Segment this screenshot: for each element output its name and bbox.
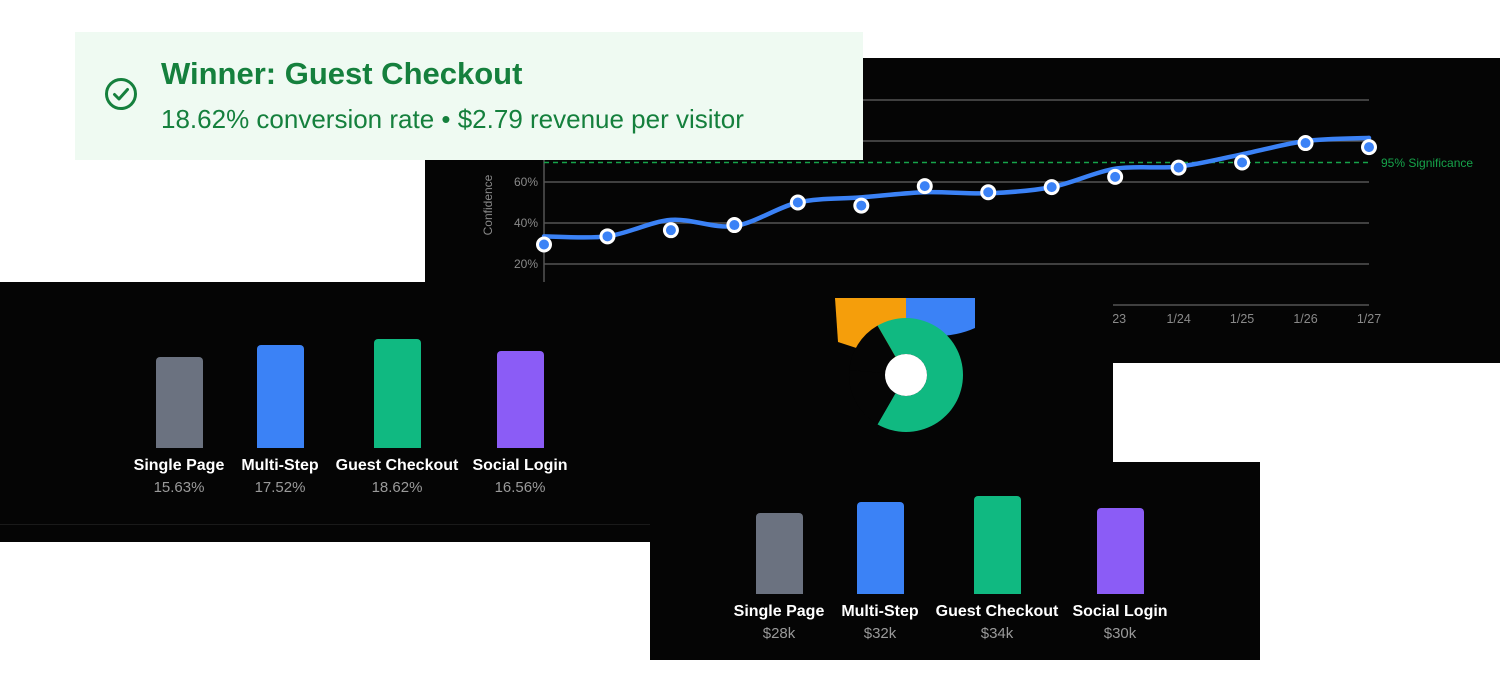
revenue-chart-panel: Single Page $28k Multi-Step $32k Guest Check… (650, 462, 1260, 660)
winner-subtitle: 18.62% conversion rate • $2.79 revenue p… (161, 104, 744, 134)
donut-slice-tablet (849, 325, 896, 374)
device-chart-panel: Mobile 45%Desktop 40%Tablet 15% (713, 298, 1113, 481)
bar-value-label: 15.63% (153, 479, 205, 496)
y-tick-label: 60% (514, 175, 538, 189)
bar (256, 345, 304, 448)
x-tick-label: 1/24 (1166, 312, 1190, 326)
data-point (599, 228, 616, 245)
data-point (980, 184, 997, 201)
data-point (662, 222, 679, 239)
data-point (1234, 154, 1251, 171)
bar (155, 356, 203, 448)
y-axis-label: Confidence (481, 174, 495, 235)
bar-category-label: Social Login (1072, 603, 1168, 620)
bar-category-label: Social Login (472, 457, 568, 474)
winner-title: Winner: Guest Checkout (161, 56, 523, 91)
x-tick-label: 1/25 (1230, 312, 1254, 326)
confidence-line (541, 135, 1372, 240)
device-donut-chart: Mobile 45%Desktop 40%Tablet 15% (752, 298, 1042, 481)
y-tick-label: 20% (514, 257, 538, 271)
bar (856, 501, 904, 594)
check-circle-icon (105, 78, 137, 110)
conversion-chart-panel: Single Page 15.63% Multi-Step 17.52% Guest C… (0, 282, 725, 542)
bar (755, 513, 803, 594)
bar (373, 339, 421, 448)
bar-value-label: $28k (762, 625, 796, 642)
bar-category-label: Multi-Step (841, 603, 919, 620)
data-point (916, 178, 933, 195)
bar-value-label: $34k (980, 625, 1014, 642)
data-point (1107, 168, 1124, 185)
significance-label: 95% Significance (1381, 156, 1473, 170)
winner-banner: Winner: Guest Checkout 18.62% conversion… (75, 32, 863, 160)
data-point (1361, 139, 1377, 156)
x-tick-label: 23 (1112, 312, 1126, 326)
data-point (536, 236, 552, 253)
confidence-line-chart: 20%40%60%Confidence1/141/151/16231/241/2… (481, 58, 1473, 326)
bar-value-label: 18.62% (371, 479, 423, 496)
bar-value-label: $32k (863, 625, 897, 642)
bar-value-label: 16.56% (494, 479, 546, 496)
y-tick-label: 40% (514, 216, 538, 230)
x-tick-label: 1/26 (1293, 312, 1317, 326)
bar (496, 351, 544, 448)
data-point (853, 197, 870, 214)
x-tick-label: 1/27 (1357, 312, 1381, 326)
bar (973, 496, 1021, 594)
bar-category-label: Single Page (133, 457, 225, 474)
data-point (1170, 159, 1187, 176)
data-point (789, 194, 806, 211)
bar-value-label: $30k (1103, 625, 1137, 642)
panel-divider (0, 524, 710, 525)
donut-hole (885, 354, 927, 396)
pie-slice-mobile (906, 298, 975, 350)
bar-category-label: Guest Checkout (935, 603, 1059, 620)
bar (1096, 507, 1144, 594)
donut-slice-mobile (849, 370, 896, 425)
data-point (726, 217, 743, 234)
bar-value-label: 17.52% (254, 479, 306, 496)
data-point (1297, 135, 1314, 152)
bar-category-label: Single Page (733, 603, 825, 620)
data-point (1043, 179, 1060, 196)
bar-category-label: Multi-Step (241, 457, 319, 474)
bar-category-label: Guest Checkout (335, 457, 459, 474)
